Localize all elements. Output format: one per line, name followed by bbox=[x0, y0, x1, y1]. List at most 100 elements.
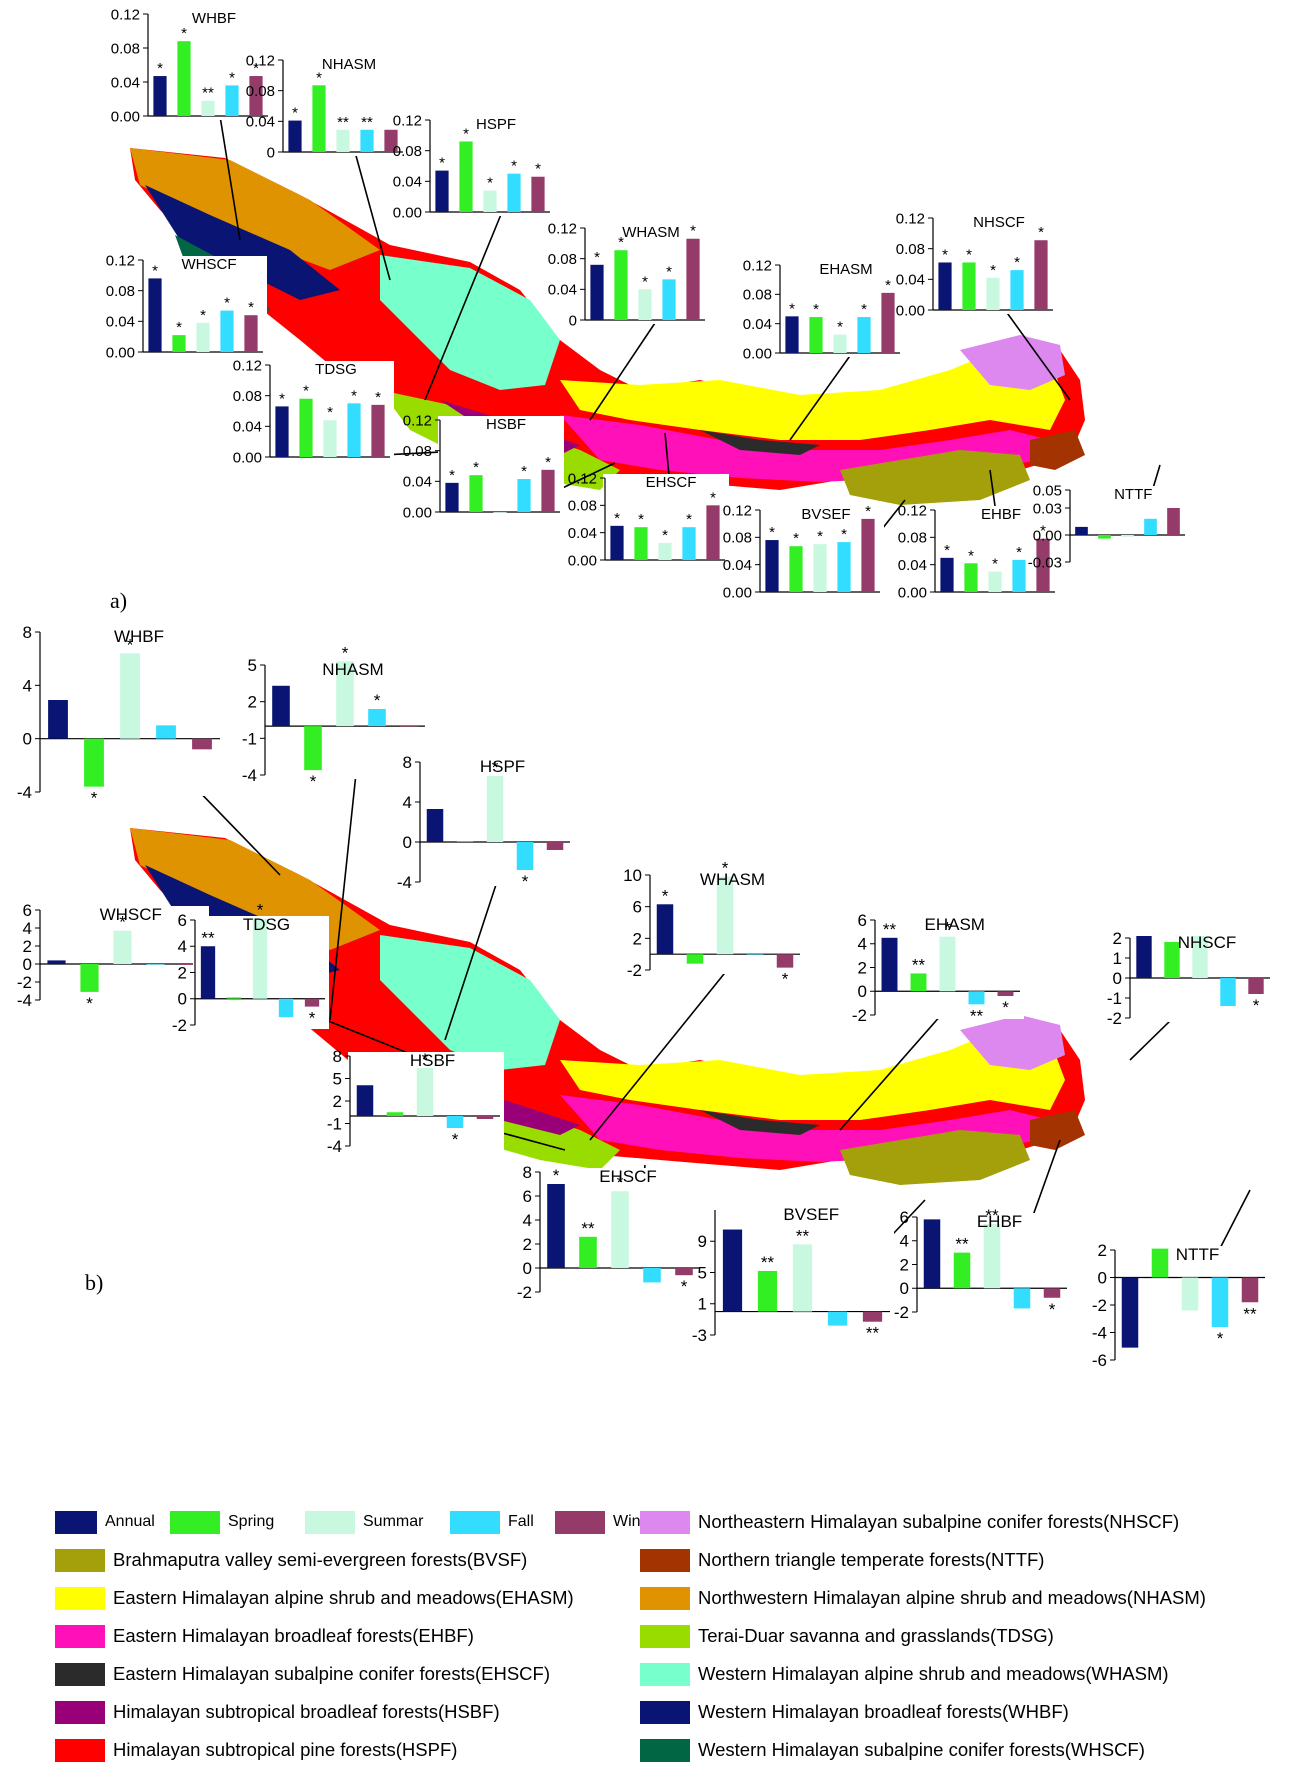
bar-fall bbox=[662, 279, 676, 320]
bar-summar bbox=[792, 1244, 813, 1312]
bar-fall bbox=[347, 403, 361, 457]
legend-item: Himalayan subtropical pine forests(HSPF) bbox=[55, 1736, 457, 1764]
legend-label: Northeastern Himalayan subalpine conifer… bbox=[698, 1511, 1180, 1532]
bar-spring bbox=[312, 85, 326, 152]
y-tick-label: 0.08 bbox=[723, 530, 752, 547]
significance-mark: * bbox=[885, 277, 891, 294]
y-tick-label: -2 bbox=[17, 973, 32, 992]
significance-mark: * bbox=[157, 60, 163, 77]
bar-fall bbox=[516, 842, 534, 870]
significance-mark: * bbox=[942, 246, 948, 263]
significance-mark: ** bbox=[883, 920, 897, 939]
y-tick-label: -2 bbox=[1092, 1296, 1107, 1315]
bar-spring bbox=[299, 398, 313, 457]
bar-fall bbox=[517, 479, 531, 512]
chart-hsbf-b: 852-1-4**HSBF bbox=[327, 1047, 504, 1156]
y-tick-label: 0.12 bbox=[233, 357, 262, 374]
significance-mark: * bbox=[813, 301, 819, 318]
bar-winter bbox=[1248, 978, 1264, 994]
y-tick-label: 2 bbox=[1098, 1241, 1107, 1260]
y-tick-label: 5 bbox=[248, 656, 257, 675]
chart-nttf-b: 20-2-4-6***NTTF bbox=[1092, 1241, 1269, 1370]
y-tick-label: 0.04 bbox=[233, 419, 262, 436]
significance-mark: ** bbox=[970, 1006, 984, 1025]
legend-label: Terai-Duar savanna and grasslands(TDSG) bbox=[698, 1625, 1054, 1646]
y-tick-label: 0.00 bbox=[111, 108, 140, 125]
significance-mark: * bbox=[793, 530, 799, 547]
chart-nttf-a: 0.050.03 0.00 -0.03 NTTF bbox=[1028, 482, 1189, 571]
legend-swatch bbox=[640, 1510, 690, 1534]
legend-swatch bbox=[55, 1662, 105, 1686]
bar-winter bbox=[541, 469, 555, 512]
bar-summar bbox=[833, 334, 847, 353]
bar-summar bbox=[196, 322, 210, 352]
bar-summar bbox=[813, 544, 827, 592]
bar-summar bbox=[336, 661, 354, 727]
significance-mark: * bbox=[837, 319, 843, 336]
chart-title: TDSG bbox=[243, 915, 290, 934]
significance-mark: ** bbox=[581, 1219, 595, 1238]
y-tick-label: 0.08 bbox=[898, 530, 927, 547]
significance-mark: * bbox=[686, 511, 692, 528]
y-tick-label: 0.12 bbox=[896, 210, 925, 227]
chart-title: EHBF bbox=[977, 1212, 1022, 1231]
y-tick-label: 0.12 bbox=[106, 252, 135, 269]
bar-annual bbox=[275, 406, 289, 457]
region-whasm bbox=[380, 935, 560, 1070]
significance-mark: * bbox=[342, 643, 349, 662]
legend-label: Western Himalayan alpine shrub and meado… bbox=[698, 1663, 1169, 1684]
legend-label: Brahmaputra valley semi-evergreen forest… bbox=[113, 1549, 528, 1570]
legend: Annual Spring Summar Fall Winter Brahmaputra … bbox=[0, 1500, 1301, 1780]
significance-mark: * bbox=[224, 295, 230, 312]
y-tick-label: 8 bbox=[403, 753, 412, 772]
significance-mark: * bbox=[1016, 544, 1022, 561]
bar-winter bbox=[686, 238, 700, 320]
chart-title: NHSCF bbox=[973, 214, 1025, 231]
significance-mark: ** bbox=[955, 1235, 969, 1254]
bar-spring bbox=[809, 317, 823, 353]
significance-mark: * bbox=[789, 300, 795, 317]
significance-mark: * bbox=[303, 383, 309, 400]
region-nttf bbox=[1030, 430, 1085, 470]
y-tick-label: -4 bbox=[242, 766, 257, 785]
chart-title: TDSG bbox=[315, 361, 357, 378]
bar-summar bbox=[201, 100, 215, 116]
legend-season-annual: Annual bbox=[55, 1508, 155, 1536]
chart-title: HSBF bbox=[410, 1051, 455, 1070]
legend-item: Northern triangle temperate forests(NTTF… bbox=[640, 1546, 1044, 1574]
y-tick-label: 10 bbox=[623, 866, 642, 885]
leader-line bbox=[219, 115, 241, 241]
y-tick-label: -0.03 bbox=[1028, 554, 1062, 571]
bar-annual bbox=[610, 525, 624, 560]
bar-winter bbox=[244, 315, 258, 352]
bar-spring bbox=[469, 475, 483, 512]
leader-line bbox=[589, 319, 658, 421]
legend-season-fall: Fall bbox=[450, 1508, 534, 1536]
y-tick-label: 0.00 bbox=[898, 584, 927, 601]
y-tick-label: 0.08 bbox=[568, 498, 597, 515]
significance-mark: * bbox=[535, 161, 541, 178]
significance-mark: * bbox=[292, 105, 298, 122]
bar-summar bbox=[983, 1224, 1001, 1289]
bar-summar bbox=[1121, 535, 1134, 537]
significance-mark: * bbox=[473, 459, 479, 476]
y-tick-label: 0 bbox=[403, 833, 412, 852]
y-tick-label: 0 bbox=[900, 1279, 909, 1298]
y-tick-label: 0.08 bbox=[393, 143, 422, 160]
legend-season-summar: Summar bbox=[305, 1508, 423, 1536]
bar-spring bbox=[789, 546, 803, 592]
y-tick-label: 0.12 bbox=[898, 502, 927, 519]
bar-winter bbox=[476, 1116, 494, 1119]
significance-mark: * bbox=[662, 527, 668, 544]
bar-annual bbox=[153, 76, 167, 116]
legend-label: Eastern Himalayan alpine shrub and meado… bbox=[113, 1587, 574, 1608]
significance-mark: * bbox=[1038, 224, 1044, 241]
legend-swatch bbox=[640, 1662, 690, 1686]
chart-title: NHASM bbox=[322, 660, 383, 679]
bar-summar bbox=[483, 190, 497, 212]
significance-mark: * bbox=[521, 463, 527, 480]
chart-title: EHASM bbox=[819, 261, 872, 278]
y-tick-label: 0.08 bbox=[246, 83, 275, 100]
y-tick-label: 0.00 bbox=[568, 552, 597, 569]
bar-charts: 0.120.080.040.00******WHBF0.120.080.040*… bbox=[17, 6, 1274, 1370]
